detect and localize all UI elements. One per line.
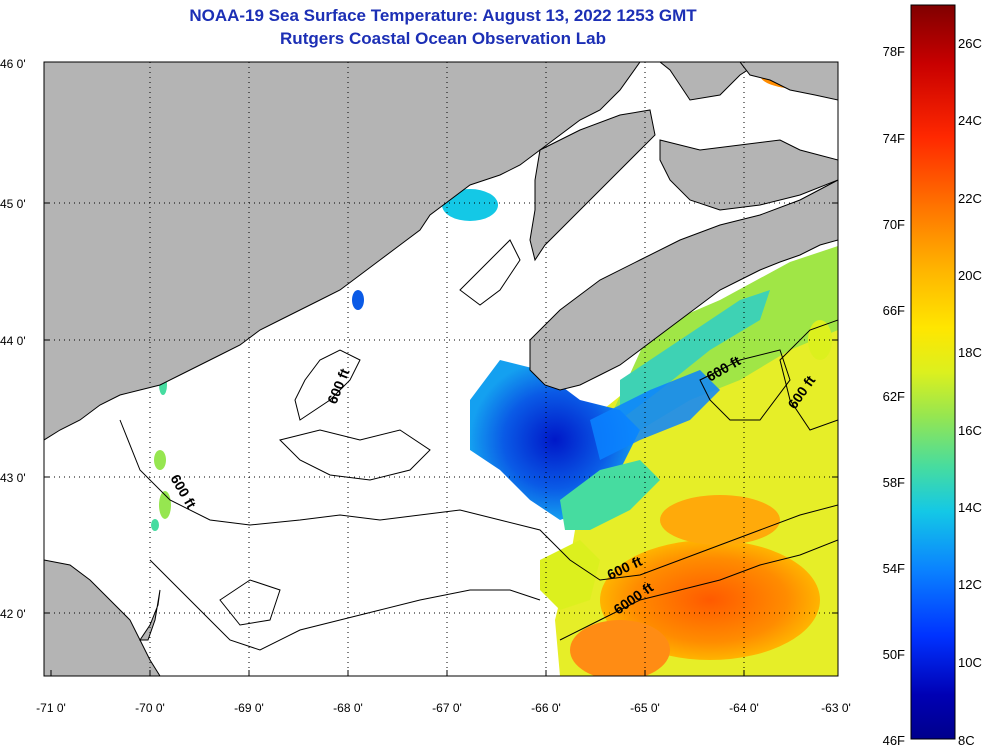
lon-label: -71 0' xyxy=(36,701,66,715)
colorbar-f-label: 70F xyxy=(883,217,905,232)
colorbar-c-label: 26C xyxy=(958,36,982,51)
map-title: NOAA-19 Sea Surface Temperature: August … xyxy=(189,6,697,25)
colorbar-f-labels: 78F 74F 70F 66F 62F 58F 54F 50F 46F xyxy=(883,44,905,748)
colorbar-f-label: 78F xyxy=(883,44,905,59)
colorbar-f-label: 58F xyxy=(883,475,905,490)
colorbar-f-label: 46F xyxy=(883,733,905,748)
lat-label: 44 0' xyxy=(0,334,26,348)
colorbar-f-label: 62F xyxy=(883,389,905,404)
colorbar-c-label: 12C xyxy=(958,577,982,592)
colorbar-c-label: 22C xyxy=(958,191,982,206)
colorbar-c-labels: 26C 24C 22C 20C 18C 16C 14C 12C 10C 8C xyxy=(958,36,982,748)
land-layer xyxy=(44,62,838,676)
axis-ticks xyxy=(44,61,839,676)
lon-label: -67 0' xyxy=(432,701,462,715)
colorbar-c-label: 20C xyxy=(958,268,982,283)
map-area: 600 ft 600 ft 600 ft 600 ft 600 ft 6000 … xyxy=(44,62,838,676)
colorbar-c-label: 16C xyxy=(958,423,982,438)
lon-label: -63 0' xyxy=(821,701,851,715)
map-frame xyxy=(43,61,839,677)
colorbar-c-label: 18C xyxy=(958,345,982,360)
colorbar-f-label: 54F xyxy=(883,561,905,576)
map-subtitle: Rutgers Coastal Ocean Observation Lab xyxy=(280,29,606,48)
depth-contours xyxy=(119,239,838,651)
lon-label: -69 0' xyxy=(234,701,264,715)
colorbar-f-label: 74F xyxy=(883,131,905,146)
colorbar: 78F 74F 70F 66F 62F 58F 54F 50F 46F 26C … xyxy=(883,4,982,748)
lat-label: 42 0' xyxy=(0,607,26,621)
lon-label: -65 0' xyxy=(630,701,660,715)
colorbar-c-label: 8C xyxy=(958,733,975,748)
lon-label: -68 0' xyxy=(333,701,363,715)
lat-label: 46 0' xyxy=(0,57,26,71)
colorbar-c-label: 24C xyxy=(958,113,982,128)
colorbar-f-label: 50F xyxy=(883,647,905,662)
lat-label: 43 0' xyxy=(0,471,26,485)
colorbar-f-label: 66F xyxy=(883,303,905,318)
colorbar-c-label: 10C xyxy=(958,655,982,670)
lon-label: -70 0' xyxy=(135,701,165,715)
lon-label: -64 0' xyxy=(729,701,759,715)
colorbar-c-label: 14C xyxy=(958,500,982,515)
colorbar-gradient xyxy=(910,4,956,740)
lon-label: -66 0' xyxy=(531,701,561,715)
lat-label: 45 0' xyxy=(0,197,26,211)
